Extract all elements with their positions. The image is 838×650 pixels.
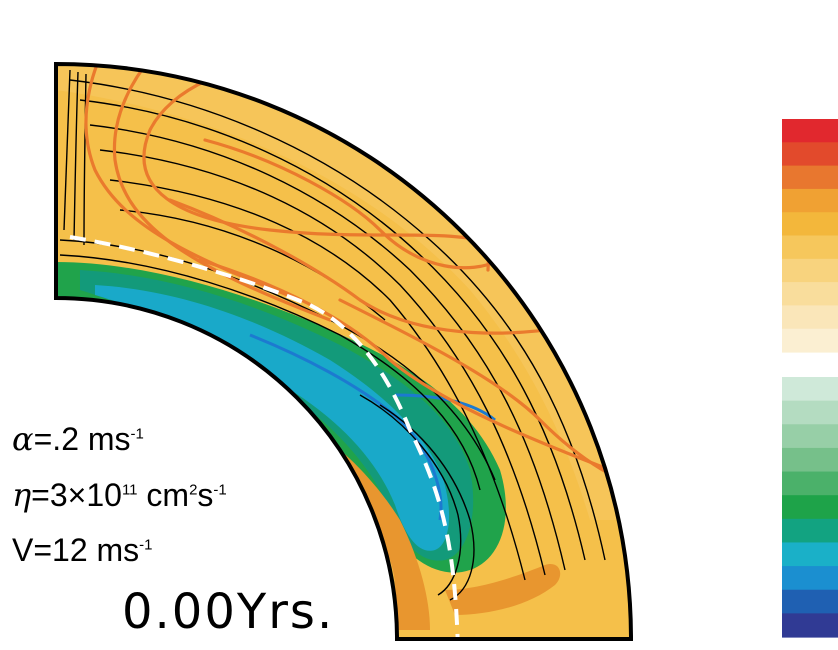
colorbar-cool-swatch	[782, 613, 838, 638]
colorbar-cool-swatch	[782, 542, 838, 567]
colorbar-warm-swatch	[782, 212, 838, 237]
colorbar-warm-swatch	[782, 305, 838, 330]
colorbar-cool-swatch	[782, 424, 838, 449]
colorbar-cool-swatch	[782, 447, 838, 473]
colorbar-warm-swatch	[782, 235, 838, 260]
alpha-label: α=.2 ms-1	[12, 420, 144, 458]
eta-label: η=3×1011 cm2s-1	[12, 476, 227, 514]
colorbar-cool-swatch	[782, 518, 838, 544]
colorbar-warm-swatch	[782, 119, 838, 143]
dashed-boundary	[69, 235, 460, 639]
colorbar-warm-swatch	[782, 282, 838, 306]
orange-patch-left	[300, 420, 430, 630]
colorbar-cool-swatch	[782, 589, 838, 614]
velocity-label: V=12 ms-1	[12, 532, 153, 568]
cyan-region	[95, 285, 450, 551]
time-label: 0.00Yrs.	[122, 584, 335, 640]
colorbar-cool-swatch	[782, 471, 838, 496]
colorbar-warm-swatch	[782, 142, 838, 167]
colorbar-warm-swatch	[782, 165, 838, 190]
shell-outline	[54, 61, 634, 641]
colorbar-warm-swatch	[782, 328, 838, 353]
colorbar-cool-swatch	[782, 400, 838, 425]
colorbar-cool	[782, 377, 838, 638]
colorbar-warm-swatch	[782, 188, 838, 213]
colorbar-cool-swatch	[782, 377, 838, 402]
colorbar-cool-swatch	[782, 495, 838, 520]
colorbar-cool-swatch	[782, 566, 838, 591]
colorbar-warm	[782, 119, 838, 353]
orange-patch-right	[445, 564, 561, 615]
colorbar-warm-swatch	[782, 258, 838, 283]
